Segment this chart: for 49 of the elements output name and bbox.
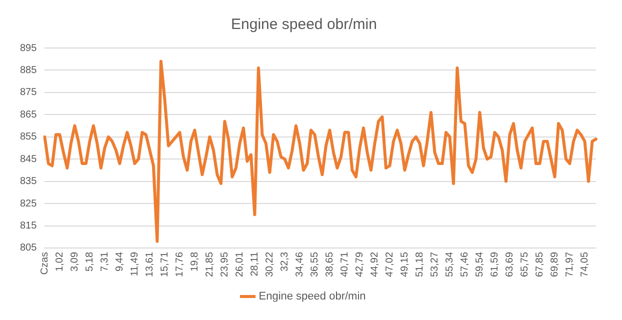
x-tick-label: 47,02 bbox=[384, 252, 396, 278]
x-tick-label: 17,76 bbox=[174, 252, 186, 278]
x-tick-label: 51,18 bbox=[414, 252, 426, 278]
y-tick-label: 895 bbox=[20, 42, 38, 54]
y-tick-label: 815 bbox=[20, 220, 38, 232]
x-tick-label: 38,65 bbox=[324, 252, 336, 278]
x-tick-label: 67,85 bbox=[534, 252, 546, 278]
legend-label: Engine speed obr/min bbox=[258, 290, 366, 303]
x-tick-label: 42,79 bbox=[354, 252, 366, 278]
x-tick-label: 69,89 bbox=[549, 252, 560, 278]
x-tick-label: 30,22 bbox=[264, 252, 276, 278]
x-tick-label: 26,01 bbox=[234, 252, 246, 278]
x-tick-label: 61,59 bbox=[489, 252, 500, 278]
x-tick-label: 49,15 bbox=[399, 252, 410, 278]
x-tick-label: 65,75 bbox=[519, 252, 530, 278]
x-tick-label: 19,8 bbox=[189, 252, 200, 272]
x-tick-label: 11,49 bbox=[129, 252, 140, 276]
x-tick-label: 15,71 bbox=[159, 252, 170, 278]
y-tick-label: 865 bbox=[20, 109, 38, 120]
x-tick-label: 32,3 bbox=[279, 252, 290, 272]
x-tick-label: 21,85 bbox=[204, 252, 216, 278]
x-tick-label: 59,54 bbox=[474, 252, 486, 278]
x-tick-label: Czas bbox=[39, 252, 50, 275]
x-tick-label: 28,11 bbox=[249, 252, 260, 276]
y-tick-label: 825 bbox=[20, 198, 38, 210]
x-tick-label: 36,55 bbox=[309, 252, 320, 278]
chart-title: Engine speed obr/min bbox=[231, 16, 377, 34]
x-tick-label: 3,09 bbox=[69, 252, 80, 272]
x-tick-label: 53,27 bbox=[429, 252, 440, 278]
x-tick-label: 63,69 bbox=[504, 252, 516, 278]
x-tick-label: 5,18 bbox=[84, 252, 96, 272]
x-tick-label: 1,02 bbox=[54, 252, 66, 272]
x-tick-label: 34,46 bbox=[294, 252, 306, 278]
x-tick-label: 9,44 bbox=[114, 252, 126, 272]
x-tick-label: 7,31 bbox=[99, 252, 110, 272]
x-tick-label: 55,34 bbox=[444, 252, 456, 278]
x-tick-label: 44,92 bbox=[369, 252, 380, 278]
y-tick-label: 885 bbox=[20, 64, 38, 76]
x-tick-label: 13,61 bbox=[144, 252, 156, 278]
x-tick-label: 57,46 bbox=[459, 252, 470, 278]
y-tick-label: 875 bbox=[20, 87, 38, 98]
y-tick-label: 855 bbox=[20, 132, 38, 143]
y-tick-label: 845 bbox=[20, 154, 38, 165]
x-tick-label: 23,95 bbox=[219, 252, 230, 278]
x-tick-label: 71,97 bbox=[564, 252, 576, 278]
y-tick-label: 835 bbox=[20, 176, 38, 188]
y-tick-label: 805 bbox=[20, 242, 38, 254]
x-tick-label: 74,05 bbox=[580, 252, 590, 278]
x-tick-label: 40,71 bbox=[339, 252, 350, 278]
